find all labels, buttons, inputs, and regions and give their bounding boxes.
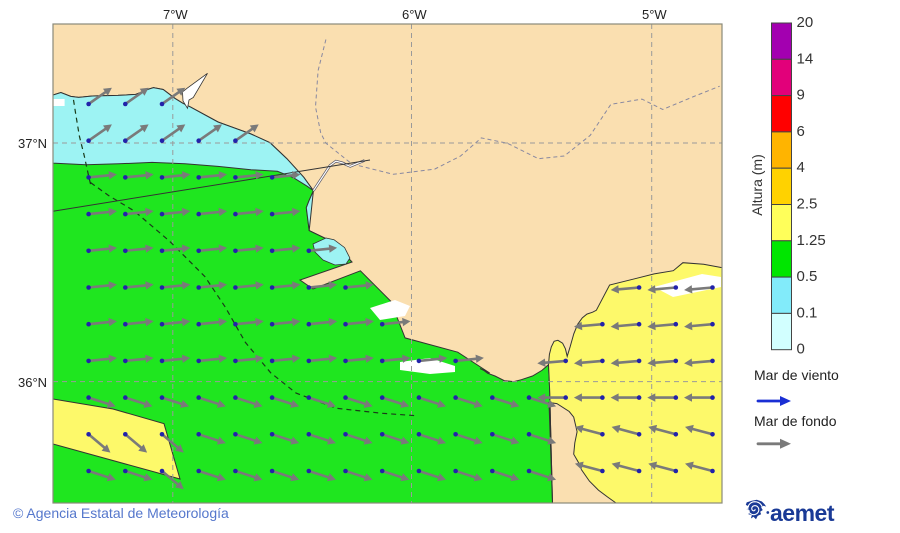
svg-text:0.1: 0.1 [797, 304, 818, 321]
svg-text:0.5: 0.5 [797, 268, 818, 285]
svg-text:20: 20 [797, 14, 814, 31]
svg-text:6: 6 [797, 123, 805, 140]
svg-text:9: 9 [797, 87, 805, 104]
svg-text:4: 4 [797, 159, 805, 176]
svg-text:Altura (m): Altura (m) [749, 154, 765, 215]
svg-text:14: 14 [797, 50, 814, 67]
svg-text:2.5: 2.5 [797, 196, 818, 213]
svg-text:1.25: 1.25 [797, 232, 826, 249]
svg-text:0: 0 [797, 341, 805, 358]
